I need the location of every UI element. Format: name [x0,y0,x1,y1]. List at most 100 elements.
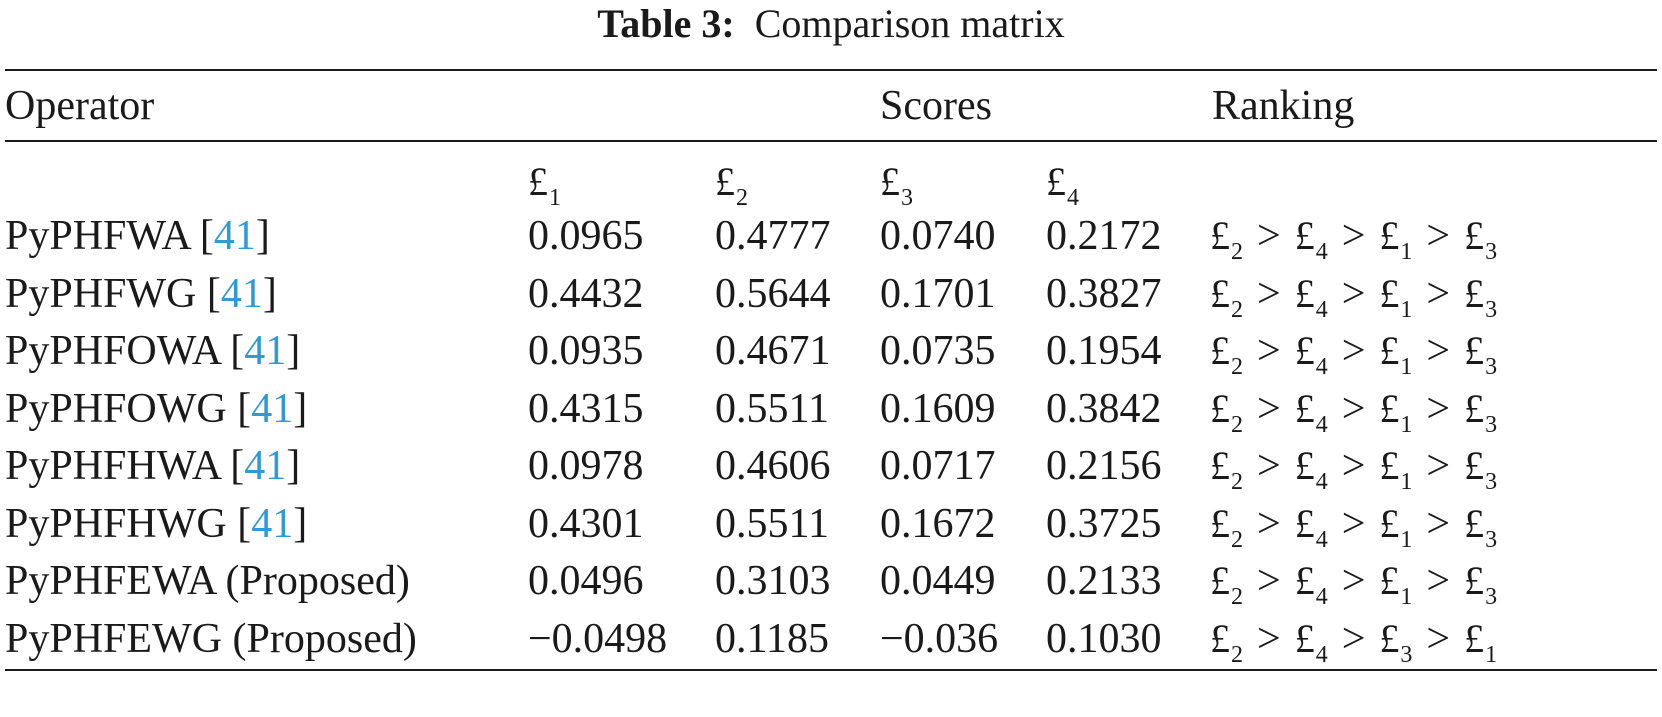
greater-than-sign: > [1257,500,1281,547]
alternative-letter: £ [1294,270,1315,316]
alternative-subscript: 3 [1400,641,1413,668]
alternative-header: £1 [528,158,561,212]
citation-link[interactable]: 41 [251,385,294,432]
greater-than-sign: > [1426,500,1451,547]
operator-name: PyPHFEWG (Proposed) [5,615,417,662]
alternative-letter: £ [1294,558,1315,603]
header-scores: Scores [880,83,992,129]
alternative-symbol: £2 [1210,615,1243,668]
score-cell: 0.4777 [715,213,831,259]
score-cell: 0.3725 [1046,500,1162,547]
operator-name: PyPHFWG [5,270,197,317]
alternative-subscript: 2 [1231,411,1243,438]
alternative-letter: £ [880,159,900,204]
operator-cell: PyPHFEWG (Proposed) [5,615,417,663]
alternative-letter: £ [1379,443,1400,488]
alternative-subscript: 3 [1485,526,1498,553]
alternative-header: £4 [1046,158,1079,212]
greater-than-sign: > [1426,328,1451,374]
operator-cell: PyPHFHWA [41] [5,443,301,489]
greater-than-sign: > [1426,615,1451,662]
score-cell: 0.0735 [880,328,996,374]
alternative-symbol: £3 [1464,271,1497,323]
alternative-subscript: 4 [1315,296,1328,323]
alternative-symbol: £4 [1295,616,1328,668]
score-cell: 0.4301 [528,500,644,547]
alternative-symbol: £1 [1379,558,1412,610]
greater-than-sign: > [1341,558,1366,604]
citation-link[interactable]: 41 [220,270,263,317]
alternative-subscript: 3 [1485,584,1498,610]
alternative-subscript: 1 [1400,239,1413,265]
alternative-symbol: £1 [1379,328,1412,380]
score-cell: 0.2172 [1046,213,1162,259]
score-cell: 0.4606 [715,443,831,489]
alternative-symbol: £1 [1464,615,1497,668]
score-cell: 0.5644 [715,270,831,317]
table-label: Table 3: [597,1,735,46]
alternative-subscript: 2 [1231,469,1243,495]
top-rule [5,69,1657,71]
greater-than-sign: > [1341,500,1366,547]
alternative-subscript: 1 [1400,411,1413,438]
alternative-symbol: £2 [1210,386,1243,438]
alternative-subscript: 2 [1231,239,1243,265]
greater-than-sign: > [1257,615,1281,662]
alternative-subscript: 3 [901,185,913,211]
score-cell: 0.1954 [1046,328,1162,374]
alternative-letter: £ [1294,213,1315,258]
alternative-header: £3 [880,158,913,212]
alternative-symbol: £3 [1379,616,1412,668]
alternative-letter: £ [1464,328,1485,373]
alternative-subscript: 4 [1315,584,1328,610]
alternative-symbol: £1 [1379,270,1412,323]
score-cell: 0.3842 [1046,385,1162,432]
alternative-subscript: 3 [1485,239,1498,265]
alternative-symbol: £1 [1379,501,1412,553]
alternative-symbol: £2 [1210,213,1243,265]
alternative-subscript: 4 [1315,354,1328,380]
greater-than-sign: > [1257,385,1281,432]
alternative-symbol: £3 [1464,385,1497,438]
alternative-letter: £ [1379,270,1400,316]
alternative-subscript: 2 [1231,526,1243,553]
alternative-letter: £ [1379,328,1400,373]
citation-link[interactable]: 41 [251,500,294,547]
alternative-subscript: 1 [1400,469,1413,495]
operator-name: PyPHFEWA (Proposed) [5,558,410,604]
greater-than-sign: > [1341,328,1366,374]
score-cell: 0.0449 [880,558,996,604]
alternative-subscript: 1 [1400,296,1413,323]
alternative-symbol: £3 [1464,558,1497,610]
alternative-subscript: 2 [1231,296,1243,323]
citation-link[interactable]: 41 [213,213,256,259]
alternative-symbol: £4 [1294,270,1328,323]
ranking-cell: £2 > £4 > £1 > £3 [1210,557,1497,611]
alternative-letter: £ [1379,385,1400,431]
score-cell: 0.4315 [528,385,644,432]
alternative-symbol: £3 [1464,501,1497,553]
greater-than-sign: > [1257,558,1281,604]
alternative-subscript: 2 [736,185,748,211]
mid-rule [5,140,1657,142]
citation-link[interactable]: 41 [244,328,287,374]
alternative-letter: £ [1464,385,1485,431]
score-cell: 0.3827 [1046,270,1162,317]
alternative-symbol: £4 [1294,443,1328,495]
alternative-letter: £ [1464,615,1485,661]
alternative-letter: £ [1210,615,1230,661]
score-cell: 0.0740 [880,213,996,259]
score-cell: 0.0717 [880,443,996,489]
alternative-subscript: 4 [1315,469,1328,495]
ranking-cell: £2 > £4 > £1 > £3 [1210,270,1497,324]
alternative-letter: £ [1294,443,1315,488]
alternative-subscript: 4 [1315,641,1328,668]
greater-than-sign: > [1426,385,1451,432]
greater-than-sign: > [1257,328,1281,374]
score-cell: 0.1672 [880,500,996,547]
alternative-letter: £ [715,159,735,204]
citation-link[interactable]: 41 [244,443,287,489]
alternative-symbol: £4 [1295,386,1328,438]
alternative-subscript: 1 [1400,584,1413,610]
alternative-symbol: £2 [1210,501,1243,553]
